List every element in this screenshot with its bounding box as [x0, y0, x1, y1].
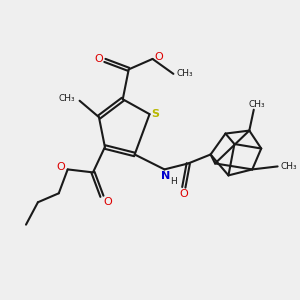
Text: H: H: [170, 177, 177, 186]
Text: CH₃: CH₃: [280, 162, 297, 171]
Text: N: N: [161, 171, 170, 181]
Text: S: S: [151, 109, 159, 118]
Text: CH₃: CH₃: [176, 69, 193, 78]
Text: CH₃: CH₃: [248, 100, 265, 109]
Text: O: O: [155, 52, 164, 62]
Text: O: O: [94, 54, 103, 64]
Text: O: O: [179, 189, 188, 199]
Text: O: O: [57, 162, 65, 172]
Text: CH₃: CH₃: [59, 94, 75, 103]
Text: O: O: [103, 197, 112, 207]
